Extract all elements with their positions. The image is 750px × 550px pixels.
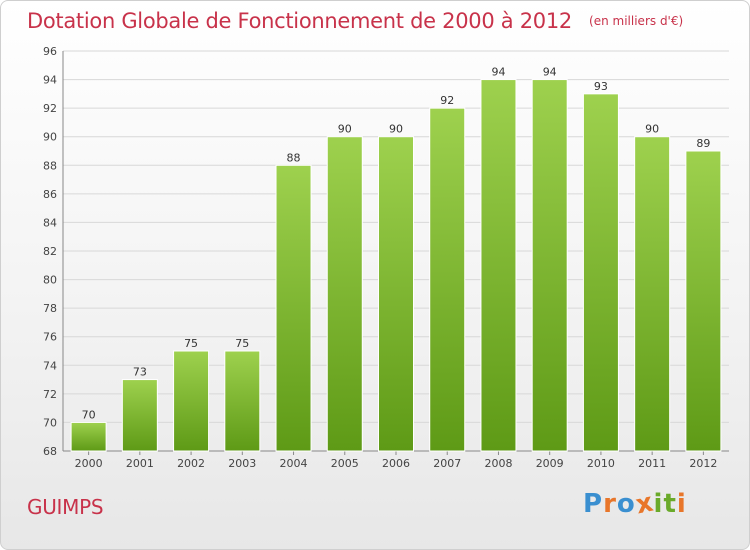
chart-title-text: Dotation Globale de Fonctionnement de 20… — [27, 9, 572, 33]
y-tick-label: 88 — [43, 159, 57, 172]
bar-2000 — [70, 421, 107, 452]
y-tick-label: 96 — [43, 45, 57, 58]
logo-letter: o — [616, 489, 636, 519]
y-tick-label: 80 — [43, 274, 57, 287]
y-tick-label: 76 — [43, 331, 57, 344]
y-tick-label: 82 — [43, 245, 57, 258]
y-tick-label: 86 — [43, 188, 57, 201]
x-tick-label: 2003 — [228, 457, 256, 470]
y-tick-label: 94 — [43, 74, 57, 87]
bar-2007 — [429, 107, 466, 452]
chart-subtitle: (en milliers d'€) — [589, 14, 684, 28]
x-tick-label: 2000 — [75, 457, 103, 470]
y-tick-label: 84 — [43, 216, 57, 229]
data-label: 70 — [82, 408, 96, 421]
bar-2010 — [582, 93, 619, 452]
x-tick-label: 2011 — [638, 457, 666, 470]
y-tick-label: 78 — [43, 302, 57, 315]
data-label: 73 — [133, 366, 147, 379]
bar-2004 — [275, 164, 312, 452]
chart-title: Dotation Globale de Fonctionnement de 20… — [27, 9, 683, 33]
data-label: 75 — [235, 337, 249, 350]
data-label: 94 — [543, 66, 557, 79]
bar-2011 — [634, 136, 671, 452]
x-tick-label: 2008 — [484, 457, 512, 470]
data-label: 90 — [338, 123, 352, 136]
y-tick-label: 74 — [43, 359, 57, 372]
data-label: 94 — [491, 66, 505, 79]
bar-2001 — [121, 379, 158, 452]
bar-2002 — [173, 350, 210, 452]
bar-2009 — [531, 79, 568, 452]
x-tick-label: 2012 — [689, 457, 717, 470]
x-tick-label: 2002 — [177, 457, 205, 470]
x-tick-label: 2010 — [587, 457, 615, 470]
y-tick-label: 72 — [43, 388, 57, 401]
x-tick-label: 2005 — [331, 457, 359, 470]
data-label: 93 — [594, 80, 608, 93]
data-labels: 70 73 75 75 88 90 90 92 94 94 93 90 89 — [82, 66, 711, 422]
y-tick-label: 68 — [43, 445, 57, 458]
data-label: 90 — [645, 123, 659, 136]
y-tick-label: 70 — [43, 416, 57, 429]
logo-letter: r — [603, 489, 617, 519]
y-tick-label: 90 — [43, 131, 57, 144]
x-tick-label: 2001 — [126, 457, 154, 470]
bar-2005 — [326, 136, 363, 452]
x-tick-label: 2004 — [280, 457, 308, 470]
bar-2008 — [480, 79, 517, 452]
logo-letter: t — [663, 489, 677, 519]
bar-2012 — [685, 150, 722, 452]
data-label: 90 — [389, 123, 403, 136]
x-tick-label: 2009 — [536, 457, 564, 470]
bar-2006 — [378, 136, 414, 452]
data-label: 88 — [287, 151, 301, 164]
commune-name: GUIMPS — [27, 495, 104, 519]
data-label: 75 — [184, 337, 198, 350]
proxiti-logo: Proxiti — [583, 487, 687, 520]
data-label: 92 — [440, 94, 454, 107]
bar-2003 — [224, 350, 261, 452]
y-tick-label: 92 — [43, 102, 57, 115]
x-tick-label: 2007 — [433, 457, 461, 470]
logo-letter: i — [676, 489, 687, 519]
bars — [70, 79, 722, 452]
x-tick-label: 2006 — [382, 457, 410, 470]
data-label: 89 — [696, 137, 710, 150]
logo-letter: P — [583, 489, 604, 519]
logo-letter: i — [653, 489, 664, 519]
